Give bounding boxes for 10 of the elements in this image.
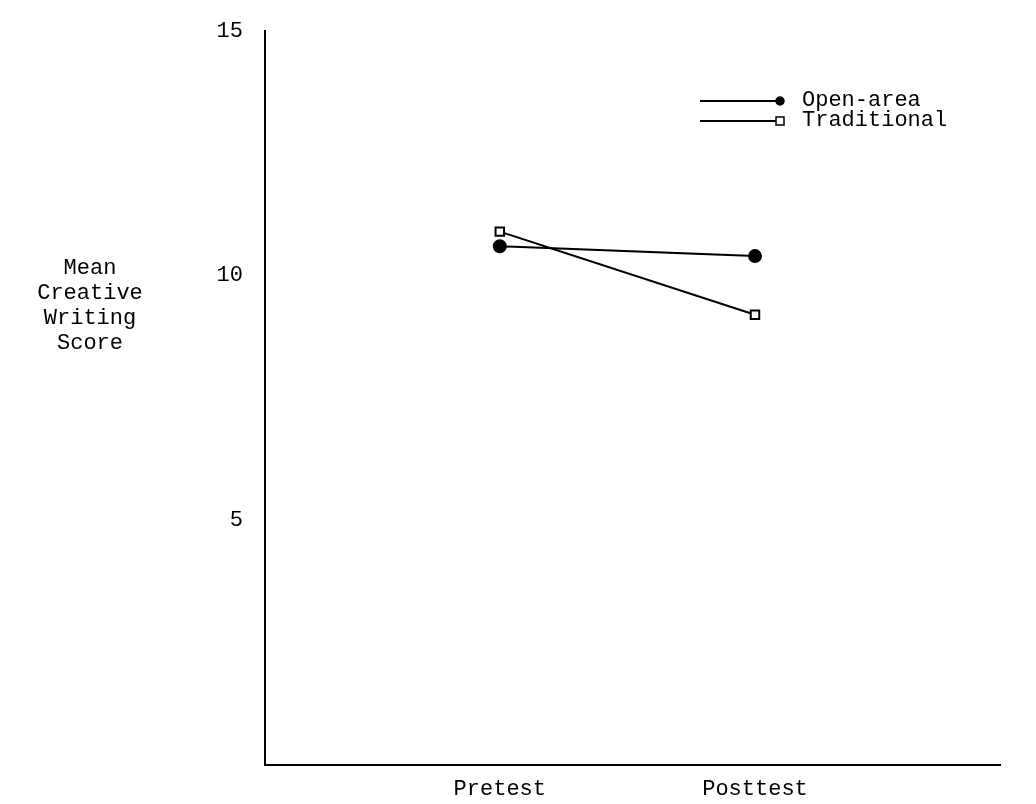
x-tick-label: Pretest (453, 777, 546, 803)
y-tick-label: 15 (216, 18, 243, 44)
y-tick-label: 10 (216, 263, 243, 289)
y-axis-title: Mean Creative Writing Score (36, 256, 144, 356)
x-tick-label: Posttest (702, 777, 808, 803)
y-tick-label: 5 (229, 508, 243, 534)
point (492, 239, 507, 254)
point (494, 226, 506, 237)
point (748, 249, 762, 264)
point (749, 309, 761, 321)
